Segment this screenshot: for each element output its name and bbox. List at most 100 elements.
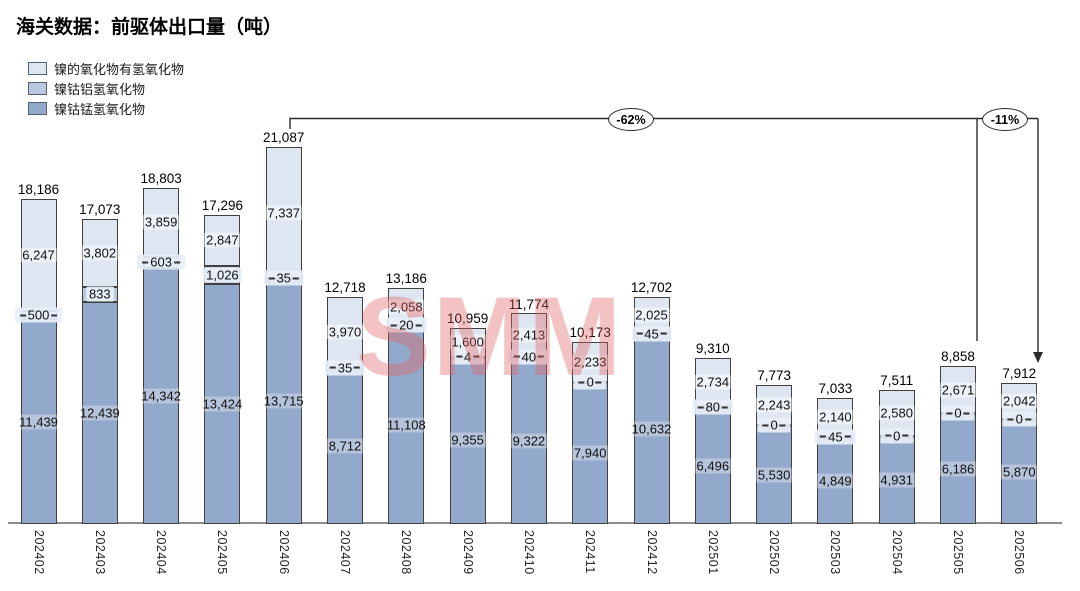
total-label-202404: 18,803: [140, 170, 182, 186]
segment-label-nca-202502: 0: [757, 417, 791, 433]
total-label-202412: 12,702: [630, 279, 673, 295]
segment-label-ncm-202409: 9,355: [448, 432, 487, 448]
annotation-badge-62: -62%: [608, 108, 654, 131]
bar-segment-ncm-202407: [327, 368, 363, 524]
bar-segment-ncm-202409: [449, 356, 486, 524]
segment-label-ncm-202506: 5,870: [1000, 464, 1039, 480]
segment-label-ncm-202505: 6,186: [938, 461, 978, 477]
legend: 镍的氧化物有氢氧化物 镍钴铝氢氧化物 镍钴锰氢氧化物: [28, 58, 184, 118]
segment-label-ncm-202503: 4,849: [816, 473, 855, 489]
segment-label-nca-202501: 80: [692, 399, 734, 415]
segment-label-nca-202404: 603: [137, 254, 185, 270]
segment-label-nca-202412: 45: [631, 326, 672, 341]
segment-label-ncm-202502: 5,530: [754, 467, 794, 483]
segment-label-ncm-202410: 9,322: [509, 433, 549, 449]
total-label-202403: 17,073: [79, 201, 121, 217]
segment-label-ncm-202408: 11,108: [383, 417, 429, 433]
bar-segment-ni-oxide-hydroxide-202403: [81, 218, 118, 287]
x-axis-label-202402: 202402: [31, 530, 46, 575]
bar-segment-ncm-202503: [817, 437, 854, 524]
segment-label-nca-202504: 0: [880, 428, 914, 444]
x-axis-label-202504: 202504: [889, 530, 904, 575]
bar-segment-ni-oxide-hydroxide-202406: [265, 147, 302, 279]
segment-label-ni-oxide-hydroxide-202407: 3,970: [326, 324, 364, 340]
segment-label-nca-202406: 35: [263, 270, 304, 286]
total-label-202502: 7,773: [757, 368, 791, 384]
bar-segment-ncm-202404: [143, 267, 180, 524]
segment-label-ncm-202403: 12,439: [76, 405, 123, 421]
x-axis-label-202408: 202408: [399, 530, 414, 575]
total-label-202408: 13,186: [385, 271, 427, 287]
total-label-202506: 7,912: [1002, 365, 1037, 381]
bar-segment-ncm-202406: [265, 278, 302, 524]
segment-label-nca-202506: 0: [1002, 411, 1036, 427]
segment-label-ncm-202501: 6,496: [693, 458, 733, 474]
segment-label-nca-202402: 500: [14, 307, 63, 323]
total-label-202410: 11,774: [508, 296, 550, 312]
legend-swatch-icon: [28, 101, 47, 115]
segment-label-ncm-202404: 14,342: [138, 388, 184, 404]
total-label-202504: 7,511: [880, 372, 914, 388]
segment-label-ncm-202504: 4,931: [877, 472, 916, 488]
legend-label: 镍钴锰氢氧化物: [54, 101, 146, 117]
segment-label-ni-oxide-hydroxide-202404: 3,859: [142, 214, 180, 230]
segment-label-nca-202408: 20: [386, 317, 427, 333]
segment-label-ni-oxide-hydroxide-202410: 2,413: [510, 327, 548, 343]
legend-label: 镍的氧化物有氢氧化物: [54, 61, 185, 77]
segment-label-nca-202505: 0: [941, 405, 975, 421]
segment-label-ni-oxide-hydroxide-202405: 2,847: [204, 232, 241, 248]
segment-label-ni-oxide-hydroxide-202402: 6,247: [20, 247, 57, 263]
x-axis-label-202407: 202407: [338, 530, 352, 575]
segment-label-nca-202411: 0: [573, 374, 607, 390]
segment-label-ni-oxide-hydroxide-202501: 2,734: [694, 374, 732, 390]
segment-label-ni-oxide-hydroxide-202504: 2,580: [878, 405, 915, 421]
bar-segment-ni-oxide-hydroxide-202501: [694, 357, 731, 407]
segment-label-ncm-202406: 13,715: [260, 393, 307, 409]
chart-title: 海关数据：前驱体出口量（吨）: [16, 17, 283, 38]
legend-swatch-icon: [28, 61, 47, 75]
bar-segment-ni-oxide-hydroxide-202405: [204, 214, 241, 266]
segment-label-ni-oxide-hydroxide-202503: 2,140: [817, 409, 854, 425]
bar-segment-ni-oxide-hydroxide-202402: [20, 198, 57, 311]
x-axis-label-202404: 202404: [154, 530, 169, 575]
legend-item: 镍钴锰氢氧化物: [28, 98, 184, 118]
bar-segment-ncm-202402: [20, 319, 57, 524]
bar-segment-ncm-202411: [572, 382, 609, 524]
x-axis-label-202506: 202506: [1012, 530, 1027, 575]
legend-label: 镍钴铝氢氧化物: [54, 81, 146, 97]
x-axis-label-202405: 202405: [215, 530, 230, 575]
x-axis-label-202403: 202403: [92, 530, 107, 575]
x-axis-label-202503: 202503: [828, 530, 843, 575]
segment-label-nca-202503: 45: [815, 429, 856, 445]
segment-label-ncm-202411: 7,940: [570, 445, 610, 461]
legend-swatch-icon: [28, 81, 47, 95]
total-label-202411: 10,173: [569, 325, 611, 341]
total-label-202505: 8,858: [941, 348, 975, 364]
x-axis-label-202409: 202409: [460, 530, 475, 575]
segment-label-ni-oxide-hydroxide-202403: 3,802: [81, 245, 119, 261]
x-axis-label-202502: 202502: [767, 530, 782, 575]
legend-item: 镍的氧化物有氢氧化物: [28, 58, 184, 78]
segment-label-ni-oxide-hydroxide-202411: 2,233: [571, 354, 609, 370]
segment-label-ncm-202402: 11,439: [16, 414, 61, 430]
x-axis-label-202406: 202406: [276, 530, 291, 575]
segment-label-ncm-202405: 13,424: [199, 396, 246, 412]
bar-segment-ncm-202504: [878, 435, 915, 524]
x-axis-label-202505: 202505: [951, 530, 965, 575]
total-label-202407: 12,718: [324, 279, 366, 295]
annotation-badge-11: -11%: [982, 108, 1028, 131]
segment-label-ncm-202407: 8,712: [325, 438, 365, 454]
x-axis-label-202501: 202501: [705, 530, 720, 575]
bar-segment-ncm-202405: [204, 284, 241, 524]
total-label-202503: 7,033: [818, 381, 853, 397]
legend-item: 镍钴铝氢氧化物: [28, 78, 184, 98]
bar-segment-ncm-202412: [633, 333, 670, 524]
segment-label-ni-oxide-hydroxide-202406: 7,337: [265, 205, 302, 221]
segment-label-ncm-202412: 10,632: [628, 421, 675, 437]
total-label-202405: 17,296: [201, 197, 244, 213]
segment-label-ni-oxide-hydroxide-202412: 2,025: [633, 307, 670, 323]
segment-label-ni-oxide-hydroxide-202505: 2,671: [939, 382, 977, 398]
segment-label-nca-202409: 4: [450, 349, 485, 365]
segment-label-ni-oxide-hydroxide-202506: 2,042: [1001, 393, 1038, 409]
total-label-202501: 9,310: [695, 340, 730, 356]
